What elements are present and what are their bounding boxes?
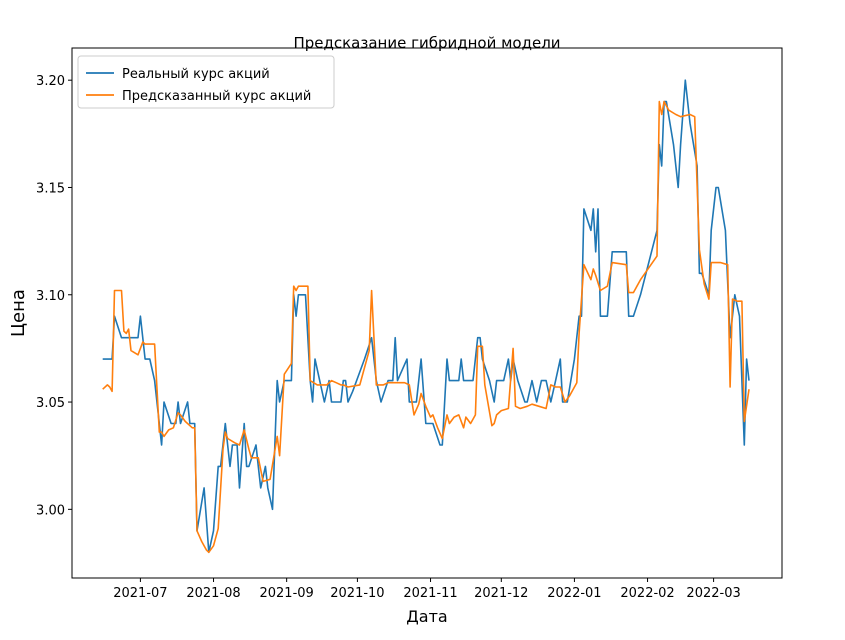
plot-frame bbox=[71, 47, 783, 579]
series-line bbox=[102, 100, 750, 554]
legend-label: Реальный курс акций bbox=[122, 67, 270, 82]
series-line bbox=[102, 79, 750, 554]
y-tick-label: 3.00 bbox=[36, 503, 65, 518]
x-tick-label: 2021-11 bbox=[403, 586, 457, 601]
y-tick-label: 3.10 bbox=[36, 289, 65, 304]
legend-label: Предсказанный курс акций bbox=[122, 89, 311, 104]
x-tick-label: 2021-09 bbox=[259, 586, 313, 601]
x-tick-label: 2021-12 bbox=[474, 586, 528, 601]
x-tick-label: 2022-02 bbox=[620, 586, 674, 601]
y-tick-label: 3.20 bbox=[36, 74, 65, 89]
chart-title: Предсказание гибридной модели bbox=[293, 34, 560, 52]
y-axis-label: Цена bbox=[8, 289, 29, 337]
x-tick-label: 2021-08 bbox=[186, 586, 240, 601]
x-tick-label: 2022-01 bbox=[547, 586, 601, 601]
x-tick-label: 2021-07 bbox=[113, 586, 167, 601]
y-tick-label: 3.05 bbox=[36, 396, 65, 411]
legend-box bbox=[77, 55, 335, 109]
x-axis-label: Дата bbox=[406, 607, 447, 626]
y-tick-label: 3.15 bbox=[36, 181, 65, 196]
x-tick-label: 2022-03 bbox=[686, 586, 740, 601]
x-tick-label: 2021-10 bbox=[330, 586, 384, 601]
